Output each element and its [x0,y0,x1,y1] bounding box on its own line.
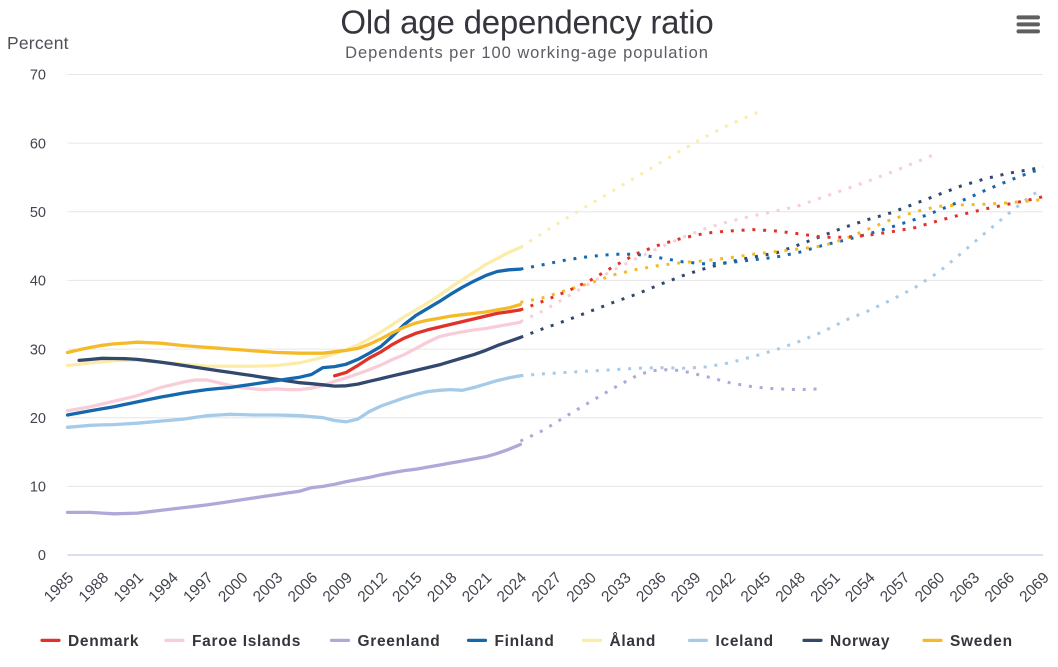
svg-text:0: 0 [38,548,46,564]
svg-text:Finland: Finland [495,633,555,650]
svg-text:10: 10 [30,480,46,496]
svg-text:Norway: Norway [830,633,890,650]
svg-text:Percent: Percent [7,33,69,53]
svg-text:70: 70 [30,68,46,84]
svg-text:Faroe Islands: Faroe Islands [192,633,301,650]
svg-text:Dependents per 100 working-age: Dependents per 100 working-age populatio… [345,44,709,62]
svg-text:40: 40 [30,274,46,290]
svg-text:Iceland: Iceland [716,633,774,650]
svg-text:Åland: Åland [610,633,657,650]
svg-text:Old age dependency ratio: Old age dependency ratio [340,4,713,41]
svg-text:Denmark: Denmark [68,633,139,650]
svg-text:60: 60 [30,136,46,152]
svg-text:30: 30 [30,342,46,358]
svg-text:Sweden: Sweden [950,633,1013,650]
svg-text:20: 20 [30,411,46,427]
svg-text:Greenland: Greenland [358,633,441,650]
svg-text:50: 50 [30,205,46,221]
